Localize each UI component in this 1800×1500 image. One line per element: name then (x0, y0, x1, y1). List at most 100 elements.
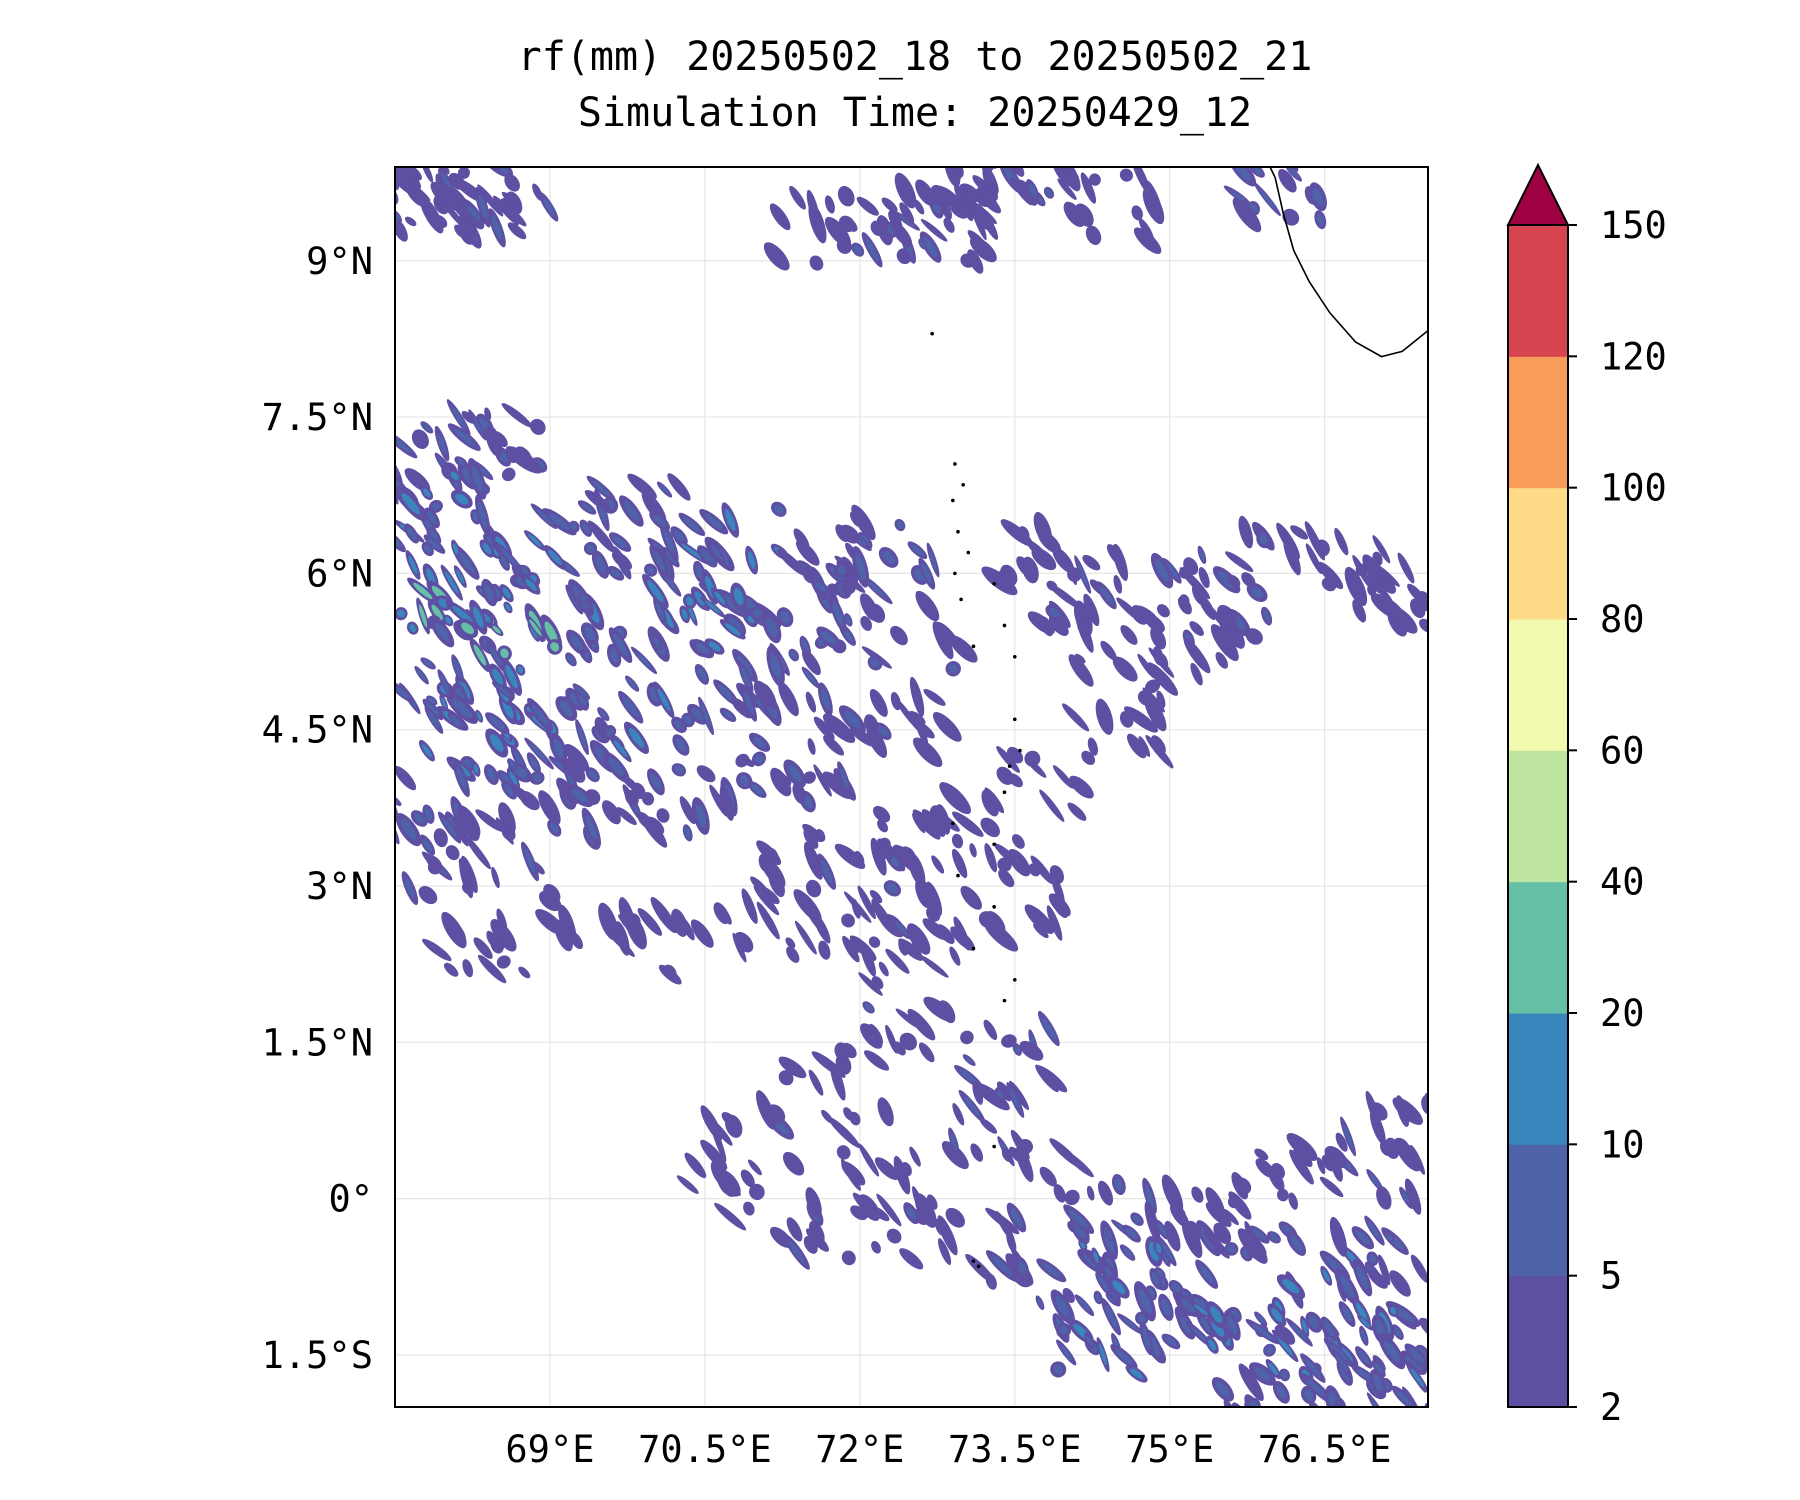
rain-blob (1178, 565, 1194, 579)
rain-blob (941, 1141, 969, 1170)
rain-blob (871, 1240, 881, 1254)
island-dot (1002, 790, 1007, 795)
rain-blob-core (992, 1256, 1012, 1276)
rain-blob-core (739, 775, 749, 786)
rain-blob (461, 410, 476, 424)
colorbar-segment (1508, 487, 1568, 620)
rain-blob-core (1059, 1326, 1068, 1335)
rain-blob-core (1122, 1317, 1138, 1331)
rain-blob (448, 172, 465, 190)
rain-blob (1389, 1270, 1411, 1297)
rain-blob (373, 433, 394, 453)
rain-blob (1409, 1144, 1426, 1175)
rain-blob-core (1371, 1399, 1386, 1407)
rain-blob (1416, 591, 1428, 612)
lat-tick-label: 1.5°S (262, 1334, 373, 1377)
rain-blob (969, 843, 977, 858)
rain-blob (802, 823, 824, 843)
rain-blob (1062, 703, 1090, 732)
rain-blob (1190, 662, 1203, 686)
rain-blob-core (663, 529, 675, 555)
rain-blob (874, 1157, 900, 1181)
rain-blob-core (473, 644, 487, 666)
rain-blob (457, 167, 470, 179)
rain-blob (1161, 1174, 1184, 1214)
rain-blob (1036, 1065, 1068, 1093)
rain-blob-core (1160, 1240, 1173, 1261)
rain-blob-core (701, 703, 711, 728)
rain-blob-core (1290, 1235, 1303, 1252)
rain-blob-core (584, 626, 596, 641)
rain-blob-core (489, 734, 504, 752)
rain-blob-core (1328, 1391, 1339, 1407)
rain-blob (899, 1032, 917, 1051)
rain-blob-core (1194, 1297, 1208, 1310)
rain-blob-core (466, 205, 481, 221)
rain-blob (894, 172, 917, 209)
rain-blob (361, 467, 387, 493)
rain-blob-core (1268, 1362, 1278, 1376)
rain-blob (395, 218, 408, 242)
rain-blob-core (535, 508, 553, 525)
rain-blob-core (1078, 1298, 1091, 1312)
rain-blob (1290, 525, 1309, 540)
rain-blob (778, 681, 799, 717)
rain-blob-core (657, 688, 671, 712)
rain-blob (667, 473, 691, 501)
rain-blob (1344, 566, 1368, 607)
rain-blob-core (499, 546, 518, 567)
rain-blob (627, 473, 657, 500)
rain-blob-core (512, 765, 528, 779)
rain-blob-core (655, 601, 665, 621)
rain-blob (1144, 1201, 1161, 1243)
rain-blob-core (684, 827, 691, 839)
rain-blob-core (1276, 1385, 1287, 1400)
rain-blob-core (456, 766, 467, 791)
rain-blob (1430, 553, 1457, 595)
colorbar-segment (1508, 225, 1568, 357)
rain-blob (778, 1070, 794, 1086)
rain-blob-core (400, 819, 417, 840)
rain-blob-core (1282, 1278, 1300, 1294)
rain-blob (1024, 904, 1055, 934)
rain-blob (851, 504, 876, 541)
rain-blob-core (401, 493, 421, 515)
rain-blob (1215, 651, 1229, 669)
rain-blob (734, 931, 754, 953)
rain-blob-core (896, 521, 904, 529)
rain-blob (1074, 653, 1086, 664)
rain-blob-core (407, 527, 417, 540)
rain-blob-core (1410, 1368, 1425, 1387)
rain-blob (422, 938, 452, 962)
rain-blob (1145, 679, 1161, 694)
rain-blob-core (1434, 1278, 1454, 1296)
rain-blob (1227, 1406, 1256, 1442)
rain-blob-core (687, 604, 696, 621)
rain-blob (789, 185, 806, 210)
rain-blob-core (472, 606, 484, 628)
rain-blob (411, 429, 429, 449)
rain-blob-core (1227, 1244, 1236, 1253)
colorbar-segment (1508, 356, 1568, 489)
rain-blob-core (529, 743, 549, 764)
rain-blob (849, 726, 876, 747)
rain-blob-core (454, 428, 475, 446)
rain-blob-core (1227, 1315, 1238, 1335)
rain-blob-core (695, 642, 710, 655)
rain-blob-core (492, 625, 501, 634)
rain-blob (1100, 640, 1117, 661)
rain-blob-core (647, 580, 664, 602)
rain-blob (419, 196, 444, 234)
rain-blob (805, 1187, 822, 1218)
rain-blob-core (646, 566, 655, 575)
rain-blob (696, 765, 716, 783)
island-dot (951, 821, 955, 826)
rain-blob-core (517, 666, 524, 674)
rain-blob-core (695, 804, 706, 828)
rain-blob (1395, 1095, 1410, 1127)
rain-blob-core (1142, 1327, 1151, 1349)
rain-blob (909, 676, 925, 717)
rain-blob (731, 697, 753, 719)
rain-blob (835, 524, 849, 543)
rain-blob-core (610, 648, 619, 663)
